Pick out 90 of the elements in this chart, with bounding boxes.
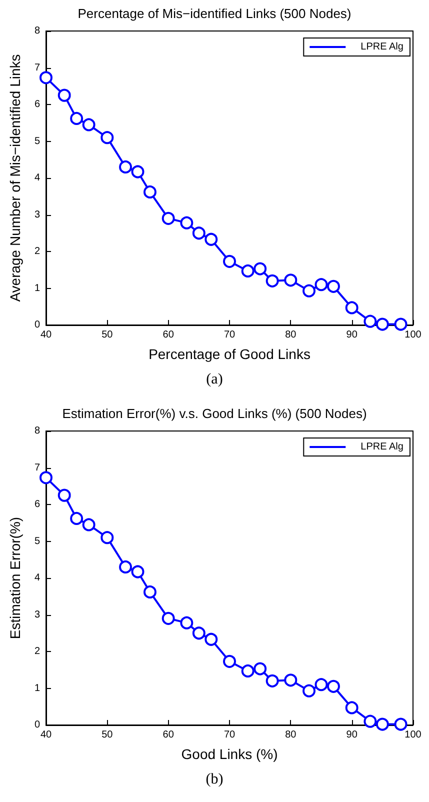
- x-tick-label: 100: [404, 330, 422, 340]
- y-tick-label: 7: [34, 462, 40, 474]
- y-tick-label: 0: [34, 320, 40, 330]
- point: [364, 314, 377, 328]
- legend-label: LPRE Alg: [360, 442, 404, 452]
- text: (a): [206, 372, 223, 388]
- point: [58, 88, 71, 102]
- y-tick-label: 6: [34, 499, 40, 510]
- point: [266, 274, 279, 288]
- point: [119, 160, 132, 174]
- x-tick-label: 40: [40, 730, 52, 740]
- y-tick-label: 5: [34, 136, 40, 147]
- point: [131, 165, 144, 178]
- point: [254, 262, 267, 276]
- y-tick-label: 3: [34, 209, 40, 220]
- y-tick-label: 3: [34, 609, 40, 620]
- text: (b): [206, 772, 224, 788]
- x-axis-title: Good Links (%): [181, 746, 278, 762]
- point: [162, 612, 175, 625]
- point: [254, 662, 267, 676]
- point: [266, 674, 279, 688]
- y-tick-label: 1: [34, 682, 40, 694]
- x-tick-label: 70: [224, 730, 236, 740]
- point: [376, 318, 389, 331]
- point: [131, 565, 144, 578]
- point: [223, 254, 236, 268]
- point: [302, 684, 316, 698]
- x-tick-label: 90: [346, 330, 358, 340]
- point: [192, 226, 206, 240]
- point: [192, 626, 206, 640]
- x-axis-title: Percentage of Good Links: [148, 346, 310, 362]
- point: [284, 674, 298, 687]
- point: [119, 560, 132, 574]
- x-tick-label: 70: [224, 330, 236, 340]
- point: [40, 71, 52, 84]
- point: [82, 518, 96, 532]
- point: [241, 264, 254, 278]
- point: [204, 232, 218, 246]
- point: [70, 112, 84, 125]
- point: [364, 714, 377, 728]
- x-tick-label: 60: [162, 730, 174, 740]
- point: [241, 664, 254, 678]
- x-tick-label: 60: [162, 330, 174, 340]
- y-tick-label: 8: [34, 426, 40, 436]
- y-tick-label: 8: [34, 26, 40, 36]
- point: [302, 284, 316, 298]
- legend-label: LPRE Alg: [360, 42, 404, 52]
- point: [326, 280, 340, 293]
- point: [326, 680, 340, 693]
- point: [100, 131, 114, 144]
- point: [180, 616, 194, 630]
- point: [143, 585, 156, 598]
- y-axis-title: Average Number of Mis−identified Links: [7, 54, 23, 302]
- x-tick-label: 40: [40, 330, 52, 340]
- point: [58, 488, 71, 502]
- point: [314, 278, 328, 292]
- x-tick-label: 80: [285, 730, 297, 740]
- x-tick-label: 50: [102, 330, 114, 340]
- chart-title: Estimation Error(%) v.s. Good Links (%) (500 Nodes): [62, 406, 367, 421]
- point: [70, 512, 84, 525]
- point: [394, 318, 408, 331]
- point: [100, 531, 114, 544]
- point: [376, 718, 389, 731]
- x-tick-label: 50: [102, 730, 114, 740]
- point: [345, 301, 358, 314]
- y-tick-label: 1: [34, 282, 40, 294]
- point: [204, 632, 218, 646]
- point: [40, 471, 52, 484]
- y-tick-label: 5: [34, 536, 40, 547]
- point: [345, 701, 358, 714]
- y-tick-label: 4: [34, 172, 40, 184]
- point: [143, 185, 156, 198]
- y-axis-title: Estimation Error(%): [7, 516, 23, 640]
- point: [223, 654, 236, 668]
- x-tick-label: 80: [285, 330, 297, 340]
- x-tick-label: 90: [346, 730, 358, 740]
- point: [394, 718, 408, 731]
- y-tick-label: 7: [34, 62, 40, 74]
- y-tick-label: 2: [34, 246, 40, 257]
- y-tick-label: 4: [34, 572, 40, 584]
- x-tick-label: 100: [404, 730, 422, 740]
- point: [82, 118, 96, 132]
- chart-title: Percentage of Mis−identified Links (500 Nodes): [78, 6, 352, 21]
- y-tick-label: 2: [34, 646, 40, 657]
- point: [314, 678, 328, 692]
- y-tick-label: 0: [34, 720, 40, 730]
- point: [284, 274, 298, 287]
- point: [162, 212, 175, 225]
- y-tick-label: 6: [34, 99, 40, 110]
- point: [180, 216, 194, 230]
